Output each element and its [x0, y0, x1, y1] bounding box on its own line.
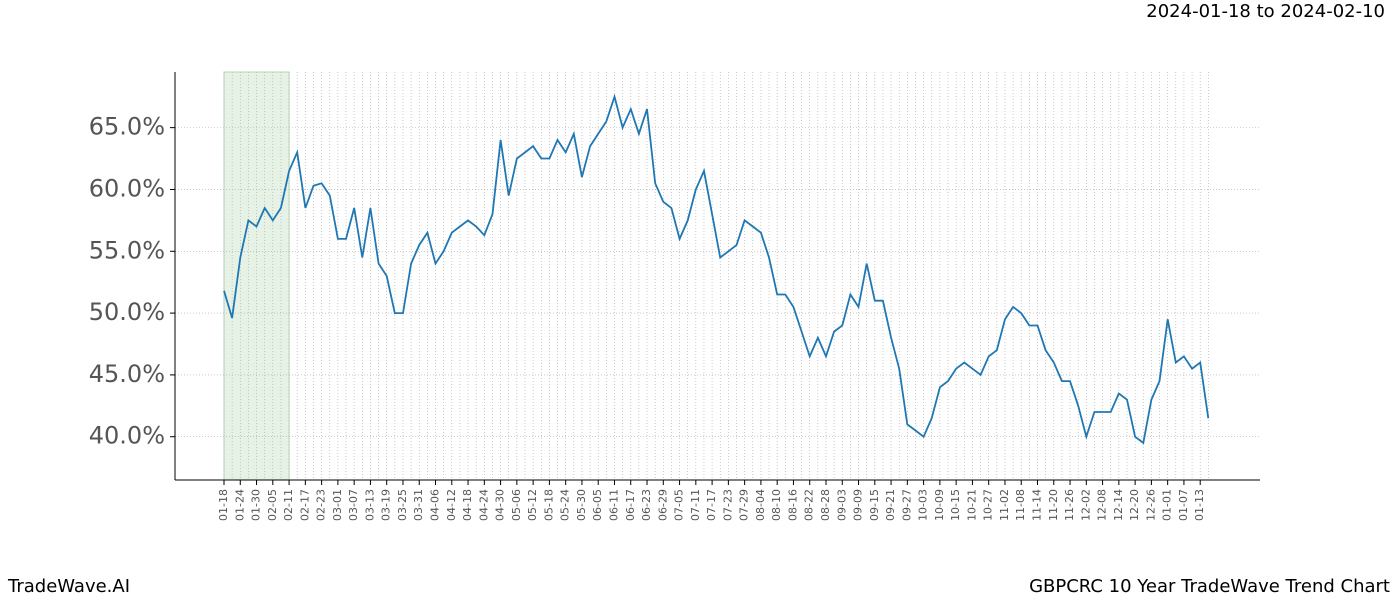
y-tick-label: 45.0% [89, 360, 165, 388]
x-tick-label: 02-05 [266, 489, 279, 521]
x-tick-label: 10-21 [965, 489, 978, 521]
x-tick-label: 03-07 [347, 489, 360, 521]
x-tick-label: 08-04 [754, 489, 767, 521]
y-tick-label: 40.0% [89, 422, 165, 450]
x-tick-label: 06-11 [607, 489, 620, 521]
x-tick-label: 11-02 [998, 489, 1011, 521]
x-tick-label: 02-23 [315, 489, 328, 521]
x-tick-label: 01-01 [1161, 489, 1174, 521]
x-tick-label: 03-25 [396, 489, 409, 521]
y-tick-label: 55.0% [89, 236, 165, 264]
x-tick-label: 03-01 [331, 489, 344, 521]
x-tick-label: 09-15 [868, 489, 881, 521]
x-tick-label: 01-18 [217, 489, 230, 521]
x-tick-label: 03-19 [380, 489, 393, 521]
x-tick-label: 11-08 [1014, 489, 1027, 521]
x-tick-label: 05-18 [542, 489, 555, 521]
x-tick-label: 09-09 [852, 489, 865, 521]
x-tick-label: 03-13 [363, 489, 376, 521]
x-tick-label: 07-05 [673, 489, 686, 521]
y-tick-label: 50.0% [89, 298, 165, 326]
x-tick-label: 09-21 [884, 489, 897, 521]
x-tick-label: 11-14 [1031, 489, 1044, 521]
x-tick-label: 04-24 [477, 489, 490, 521]
x-tick-label: 01-13 [1193, 489, 1206, 521]
x-tick-label: 06-05 [591, 489, 604, 521]
x-tick-label: 08-28 [819, 489, 832, 521]
x-tick-label: 04-30 [494, 489, 507, 521]
x-tick-label: 08-10 [770, 489, 783, 521]
brand: TradeWave.AI [7, 576, 130, 597]
x-tick-label: 04-18 [461, 489, 474, 521]
x-tick-label: 07-11 [689, 489, 702, 521]
x-tick-label: 09-03 [835, 489, 848, 521]
x-tick-label: 08-16 [786, 489, 799, 521]
x-tick-label: 05-24 [559, 489, 572, 521]
x-tick-label: 01-30 [250, 489, 263, 521]
x-tick-label: 06-17 [624, 489, 637, 521]
x-tick-label: 07-23 [721, 489, 734, 521]
x-tick-label: 01-24 [233, 489, 246, 521]
x-tick-label: 06-23 [640, 489, 653, 521]
x-tick-label: 12-20 [1128, 489, 1141, 521]
x-tick-label: 10-03 [917, 489, 930, 521]
x-tick-label: 10-27 [982, 489, 995, 521]
trend-line [223, 93, 1210, 445]
x-tick-label: 05-06 [510, 489, 523, 521]
x-tick-label: 04-12 [445, 489, 458, 521]
x-tick-label: 06-29 [656, 489, 669, 521]
x-tick-label: 03-31 [412, 489, 425, 521]
x-tick-label: 11-20 [1047, 489, 1060, 521]
x-tick-label: 02-11 [282, 489, 295, 521]
x-tick-label: 09-27 [900, 489, 913, 521]
x-tick-label: 10-09 [933, 489, 946, 521]
y-tick-label: 60.0% [89, 174, 165, 202]
x-tick-label: 10-15 [949, 489, 962, 521]
x-tick-label: 01-07 [1177, 489, 1190, 521]
chart-name: GBPCRC 10 Year TradeWave Trend Chart [1029, 576, 1390, 597]
x-tick-label: 05-30 [575, 489, 588, 521]
x-tick-label: 07-29 [738, 489, 751, 521]
y-tick-label: 65.0% [89, 113, 165, 141]
x-tick-label: 12-08 [1096, 489, 1109, 521]
chart-title: 2024-01-18 to 2024-02-10 [1146, 1, 1385, 22]
x-tick-label: 07-17 [705, 489, 718, 521]
x-tick-label: 02-17 [298, 489, 311, 521]
x-tick-label: 08-22 [803, 489, 816, 521]
x-tick-label: 12-26 [1144, 489, 1157, 521]
x-tick-label: 12-14 [1112, 489, 1125, 521]
x-tick-label: 05-12 [526, 489, 539, 521]
x-tick-label: 04-06 [429, 489, 442, 521]
x-tick-label: 12-02 [1079, 489, 1092, 521]
x-tick-label: 11-26 [1063, 489, 1076, 521]
